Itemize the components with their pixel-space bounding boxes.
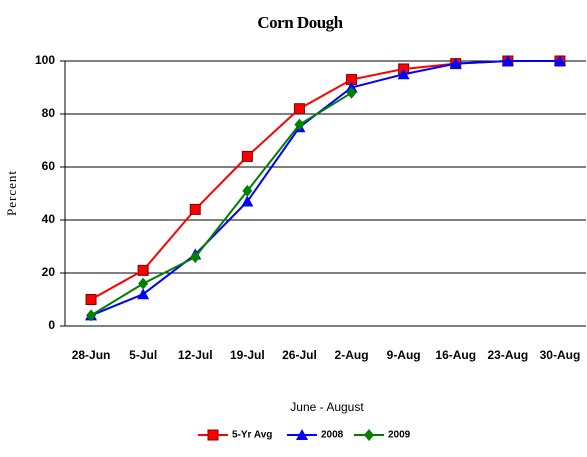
- marker: [137, 264, 149, 276]
- y-tick-label: 40: [42, 212, 56, 226]
- marker: [241, 150, 253, 162]
- x-tick-label: 28-Jun: [72, 348, 111, 362]
- marker: [449, 57, 462, 69]
- x-tick-label: 12-Jul: [178, 348, 213, 362]
- marker: [501, 55, 514, 66]
- chart-title: Corn Dough: [257, 13, 343, 32]
- y-tick-label: 80: [42, 106, 56, 120]
- y-tick-label: 0: [48, 318, 55, 332]
- x-tick-label: 26-Jul: [282, 348, 317, 362]
- y-axis-label: Percent: [4, 170, 19, 216]
- x-tick-label: 19-Jul: [230, 348, 265, 362]
- marker: [190, 251, 201, 264]
- marker: [293, 103, 305, 115]
- marker: [241, 195, 254, 207]
- x-tick-label: 30-Aug: [540, 348, 581, 362]
- marker: [86, 309, 97, 322]
- series-line: [90, 60, 560, 301]
- marker: [189, 203, 201, 215]
- marker: [138, 277, 149, 290]
- marker: [364, 429, 374, 441]
- x-tick-label: 23-Aug: [488, 348, 529, 362]
- x-tick-label: 9-Aug: [387, 348, 421, 362]
- x-tick-label: 16-Aug: [435, 348, 476, 362]
- marker: [137, 288, 150, 300]
- x-tick-label: 2-Aug: [335, 348, 369, 362]
- y-tick-label: 20: [42, 265, 56, 279]
- series-line: [90, 60, 560, 317]
- marker: [397, 68, 410, 80]
- y-tick-label: 60: [42, 159, 56, 173]
- series-line: [90, 91, 353, 317]
- marker: [85, 294, 97, 305]
- legend-label: 2009: [388, 430, 411, 441]
- x-tick-label: 5-Jul: [129, 348, 157, 362]
- marker: [242, 184, 253, 197]
- marker: [553, 55, 566, 66]
- y-tick-label: 100: [35, 53, 55, 67]
- marker: [294, 118, 305, 131]
- marker: [207, 429, 219, 441]
- x-axis-label: June - August: [290, 400, 364, 414]
- legend-label: 2008: [321, 430, 344, 441]
- marker: [296, 429, 308, 440]
- legend-label: 5-Yr Avg: [232, 430, 272, 441]
- marker: [346, 86, 357, 99]
